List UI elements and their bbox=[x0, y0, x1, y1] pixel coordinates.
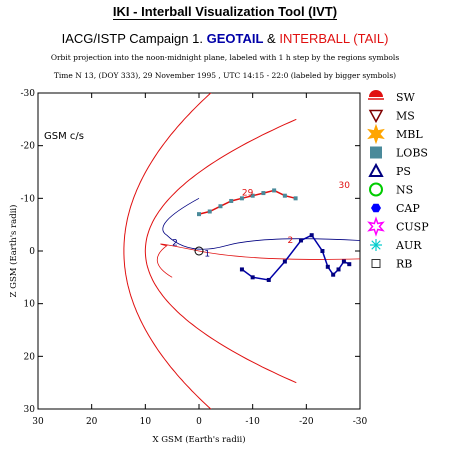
lobs-legend-symbol bbox=[370, 146, 382, 159]
orbit-point bbox=[261, 191, 266, 196]
orbit-point bbox=[320, 249, 325, 253]
sw-legend-label: SW bbox=[396, 91, 416, 104]
x-axis-label: X GSM (Earth's radii) bbox=[152, 434, 245, 445]
ampersand: & bbox=[267, 31, 276, 46]
orbit-point bbox=[282, 193, 287, 198]
cap-legend-symbol bbox=[371, 203, 381, 213]
rb-legend-label: RB bbox=[396, 258, 412, 271]
time-note: Time N 13, (DOY 333), 29 November 1995 ,… bbox=[53, 71, 397, 80]
geotail-label: GEOTAIL bbox=[206, 31, 264, 46]
magnetopause-curve bbox=[144, 118, 297, 384]
neutral-sheet-line bbox=[157, 243, 360, 278]
frame-label: GSM c/s bbox=[44, 131, 84, 142]
orbit-point bbox=[229, 198, 234, 203]
y-tick-label: 20 bbox=[24, 352, 36, 362]
orbit-point bbox=[250, 275, 255, 280]
earth-label: 2 bbox=[172, 239, 178, 249]
x-tick-label: 0 bbox=[196, 417, 202, 427]
sw-legend-symbol bbox=[369, 90, 383, 97]
x-tick-label: 10 bbox=[140, 417, 152, 427]
orbit-point bbox=[325, 264, 330, 269]
orbit-point bbox=[341, 259, 346, 264]
orbit-interball bbox=[198, 189, 296, 215]
y-tick-label: 30 bbox=[24, 405, 36, 415]
interball-label: INTERBALL (TAIL) bbox=[279, 31, 389, 46]
hour-label: 30 bbox=[339, 181, 351, 191]
ns-legend-symbol bbox=[369, 182, 383, 197]
x-tick-label: -30 bbox=[353, 417, 368, 427]
y-axis-label: Z GSM (Earth's radii) bbox=[8, 205, 19, 298]
campaign-heading: IACG/ISTP Campaign 1. GEOTAIL & INTERBAL… bbox=[0, 31, 450, 46]
orbit-point bbox=[298, 238, 303, 243]
ps-legend-label: PS bbox=[396, 165, 411, 178]
ms-legend-symbol bbox=[368, 109, 384, 124]
y-tick-label: 10 bbox=[24, 300, 36, 310]
earth-marker bbox=[194, 246, 204, 256]
y-tick-label: 0 bbox=[29, 247, 35, 257]
bow-shock-curve bbox=[123, 93, 212, 409]
x-tick-label: 30 bbox=[32, 417, 44, 427]
projection-note: Orbit projection into the noon-midnight … bbox=[50, 53, 400, 62]
orbit-point bbox=[239, 267, 244, 272]
orbit-point bbox=[272, 188, 277, 193]
field-line bbox=[162, 197, 360, 250]
orbit-point bbox=[282, 259, 287, 264]
cusp-legend-symbol bbox=[367, 216, 385, 237]
orbit-point bbox=[239, 196, 244, 201]
orbit-point bbox=[207, 209, 212, 214]
aur-legend-label: AUR bbox=[395, 239, 422, 252]
y-tick-label: -20 bbox=[21, 142, 36, 152]
x-tick-label: -10 bbox=[245, 417, 260, 427]
campaign-name: IACG/ISTP Campaign 1. bbox=[61, 31, 203, 46]
orbit-point bbox=[197, 212, 201, 217]
hour-label: 2 bbox=[288, 236, 294, 246]
window-title-bar: IKI - Interball Visualization Tool (IVT) bbox=[0, 0, 450, 24]
window-title: IKI - Interball Visualization Tool (IVT) bbox=[112, 4, 338, 20]
x-tick-label: 20 bbox=[86, 417, 98, 427]
lobs-legend-label: LOBS bbox=[396, 147, 428, 160]
orbit-point bbox=[293, 196, 298, 201]
y-tick-label: -30 bbox=[21, 89, 36, 99]
ps-legend-symbol bbox=[368, 162, 384, 177]
orbit-point bbox=[336, 267, 341, 272]
cusp-legend-label: CUSP bbox=[396, 221, 429, 234]
earth-marker-label: 1 bbox=[204, 249, 210, 259]
x-tick-label: -20 bbox=[299, 417, 314, 427]
legend-symbol-stroke bbox=[371, 240, 381, 250]
mbl-legend-label: MBL bbox=[396, 128, 423, 141]
orbit-point bbox=[309, 233, 314, 238]
rb-legend-symbol bbox=[371, 259, 381, 268]
cap-legend-label: CAP bbox=[396, 202, 420, 215]
orbit-point bbox=[331, 272, 336, 277]
orbit-point bbox=[347, 262, 352, 267]
ns-legend-label: NS bbox=[396, 184, 413, 197]
orbit-point bbox=[250, 193, 255, 198]
ms-legend-label: MS bbox=[396, 110, 415, 123]
hour-label: 29 bbox=[242, 189, 254, 199]
orbit-point bbox=[266, 277, 271, 282]
mbl-legend-symbol bbox=[367, 123, 385, 145]
orbit-point bbox=[218, 204, 223, 209]
y-tick-label: -10 bbox=[21, 194, 36, 204]
